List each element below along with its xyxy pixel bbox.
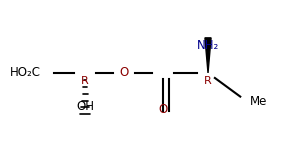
Text: R: R (81, 76, 89, 86)
Text: HO₂C: HO₂C (10, 66, 40, 79)
Text: Me: Me (250, 95, 267, 108)
Text: R: R (204, 76, 212, 86)
Text: OH: OH (76, 100, 94, 113)
Text: O: O (159, 103, 168, 116)
Polygon shape (205, 38, 211, 73)
Text: O: O (120, 66, 129, 79)
Text: NH₂: NH₂ (197, 39, 219, 52)
